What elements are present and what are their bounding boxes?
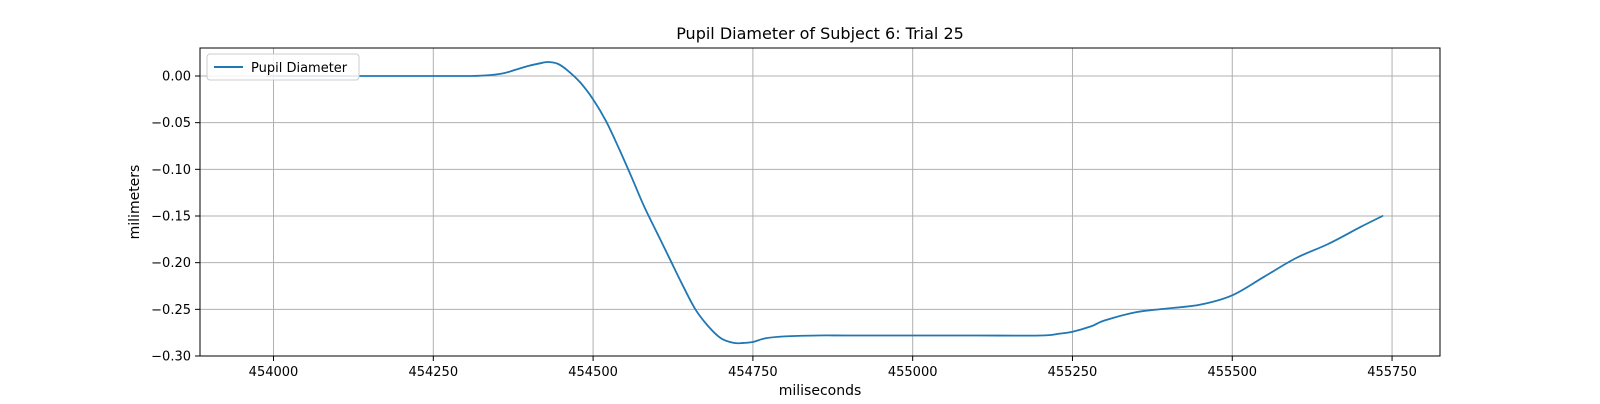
x-tick-label: 454250 (408, 365, 458, 380)
y-axis-label: milimeters (127, 165, 143, 240)
y-tick-label: −0.30 (151, 350, 191, 365)
y-tick-label: 0.00 (162, 70, 191, 85)
ticks: 454000 454250 454500 454750 455000 455250 4555… (151, 70, 1417, 381)
legend: Pupil Diameter (206, 53, 360, 81)
chart-title: Pupil Diameter of Subject 6: Trial 25 (676, 24, 964, 43)
x-tick-label: 455250 (1048, 365, 1098, 380)
y-tick-label: −0.05 (151, 116, 191, 131)
y-tick-label: −0.20 (151, 256, 191, 271)
x-tick-label: 454500 (568, 365, 618, 380)
x-tick-label: 455500 (1207, 365, 1257, 380)
x-tick-label: 455750 (1367, 365, 1417, 380)
grid (200, 48, 1440, 357)
x-tick-label: 455000 (888, 365, 938, 380)
plot-frame (199, 47, 1441, 357)
series-layer (266, 61, 1384, 345)
y-tick-label: −0.15 (151, 210, 191, 225)
legend-box (206, 53, 360, 81)
x-axis-label: miliseconds (779, 383, 862, 399)
y-tick-label: −0.25 (151, 303, 191, 318)
series-line-pupil-diameter (266, 61, 1384, 345)
legend-label: Pupil Diameter (251, 61, 348, 76)
x-tick-label: 454750 (728, 365, 778, 380)
x-tick-label: 454000 (249, 365, 299, 380)
y-tick-label: −0.10 (151, 163, 191, 178)
